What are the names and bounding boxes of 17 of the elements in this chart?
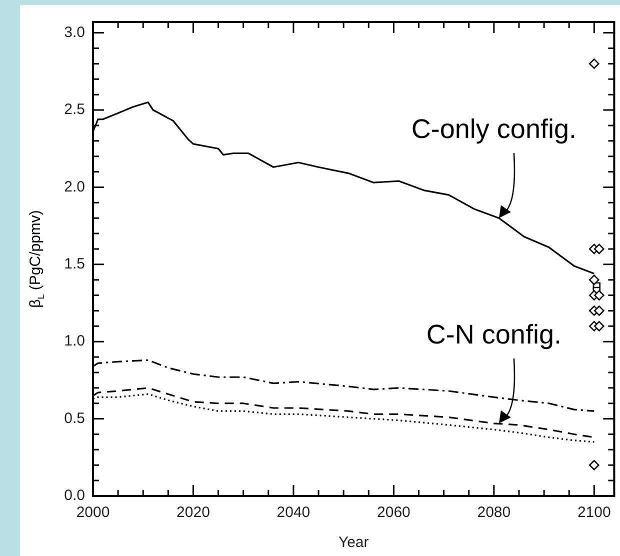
x-tick-label: 2080 [477, 504, 511, 522]
x-tick-label: 2060 [377, 504, 410, 522]
y-tick-label: 0.0 [64, 487, 85, 504]
annotation: C-N config. [426, 319, 562, 350]
y-tick-label: 0.5 [64, 410, 85, 427]
y-tick-label: 1.0 [64, 332, 85, 350]
x-axis-title: Year [338, 534, 369, 552]
y-tick-label: 3.0 [64, 24, 85, 41]
y-axis-title: βL (PgC/ppmv) [27, 210, 46, 308]
y-tick-label: 2.0 [64, 178, 85, 196]
x-tick-label: 2040 [276, 504, 310, 522]
annotation: C-only config. [411, 114, 576, 144]
x-tick-label: 2100 [577, 504, 611, 522]
y-tick-label: 1.5 [64, 256, 85, 273]
y-tick-label: 2.5 [64, 101, 85, 118]
x-tick-label: 2020 [176, 504, 210, 522]
x-tick-label: 2000 [76, 504, 110, 522]
